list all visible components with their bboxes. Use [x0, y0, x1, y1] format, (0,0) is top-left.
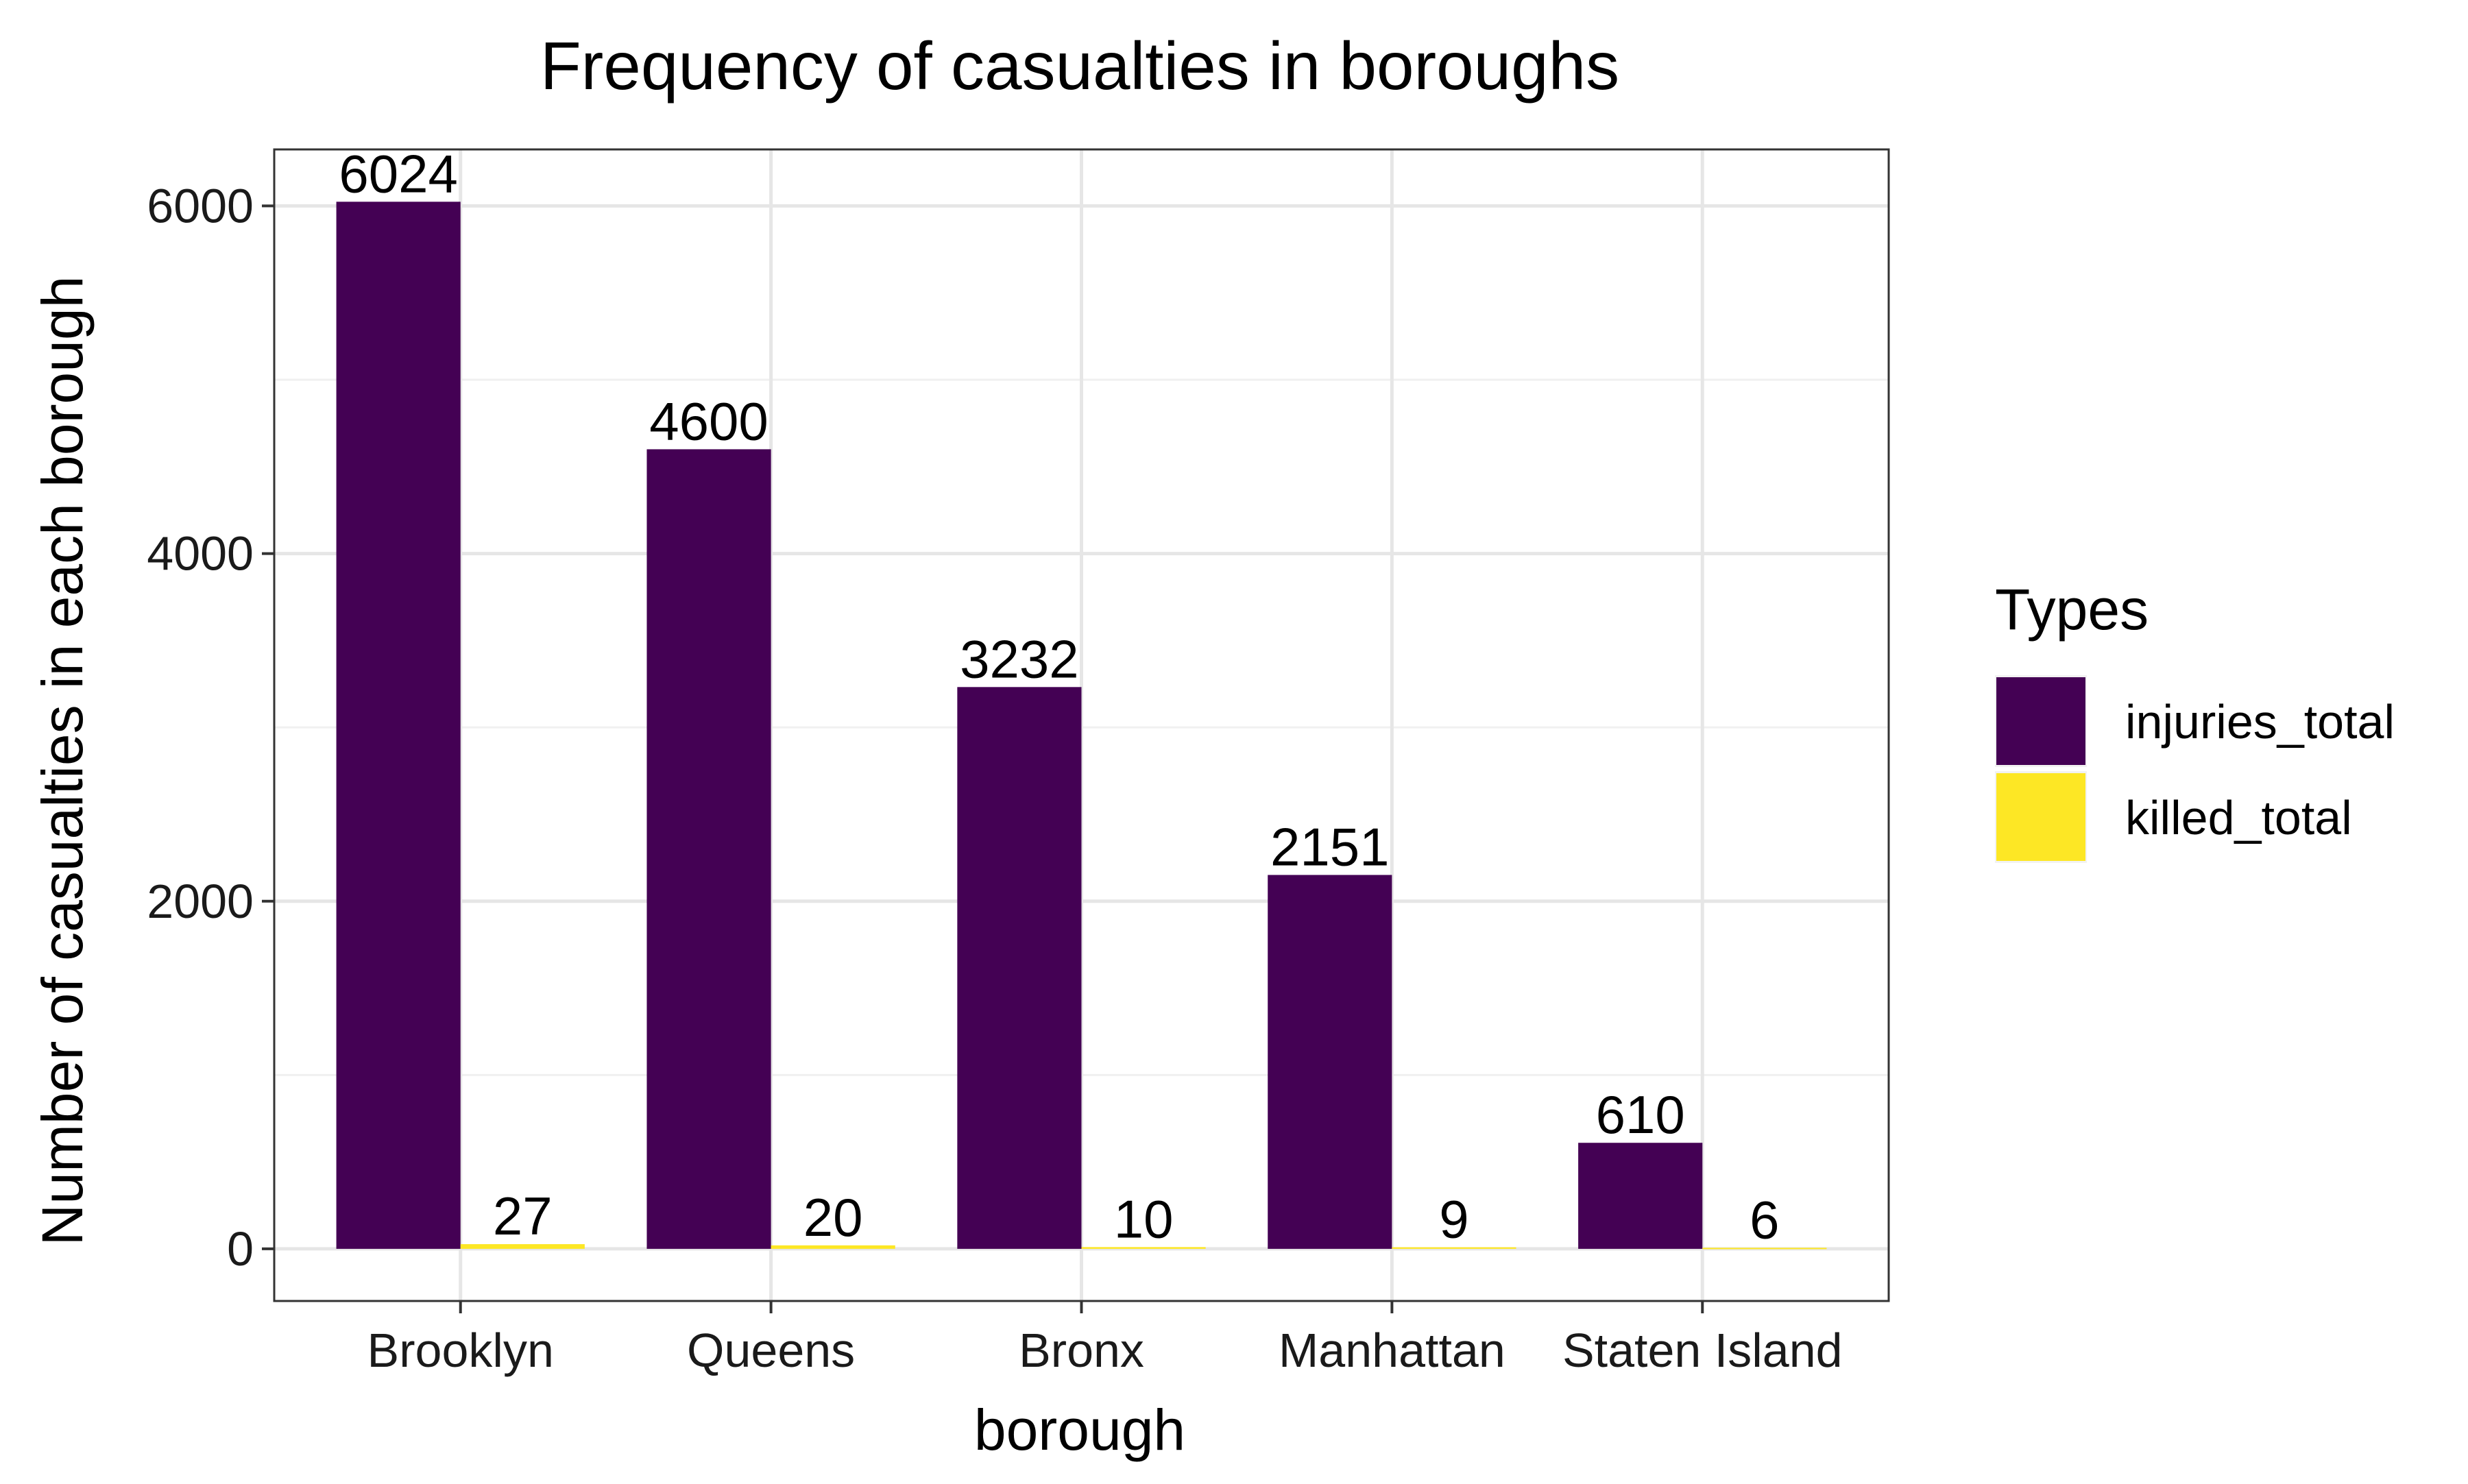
data-label-injuries_total: 2151	[1270, 816, 1390, 877]
y-tick-label: 6000	[147, 179, 254, 232]
bar-killed_total-manhattan	[1392, 1247, 1516, 1249]
data-label-killed_total: 20	[803, 1187, 863, 1248]
y-tick-label: 4000	[147, 527, 254, 581]
y-tick-label: 2000	[147, 875, 254, 928]
x-tick-label: Brooklyn	[367, 1324, 554, 1377]
bar-injuries_total-brooklyn	[336, 202, 461, 1249]
bar-injuries_total-manhattan	[1268, 875, 1392, 1249]
axes: 0 2000 4000 6000 Brooklyn Queens Bronx Manhatta…	[147, 179, 1842, 1377]
legend-swatch-injuries_total	[1996, 677, 2085, 765]
bar-killed_total-bronx	[1081, 1247, 1206, 1249]
bar-killed_total-queens	[771, 1245, 895, 1249]
bar-killed_total-brooklyn	[460, 1244, 585, 1249]
x-tick-label: Manhattan	[1279, 1324, 1505, 1377]
bar-injuries_total-staten-island	[1578, 1143, 1703, 1249]
data-label-killed_total: 6	[1750, 1189, 1779, 1250]
data-label-killed_total: 27	[493, 1186, 553, 1246]
legend-label-injuries_total: injuries_total	[2125, 695, 2395, 749]
legend: Types injuries_total killed_total	[1995, 577, 2395, 863]
legend-swatch-killed_total	[1996, 773, 2085, 861]
legend-label-killed_total: killed_total	[2125, 791, 2352, 844]
data-label-injuries_total: 4600	[649, 391, 769, 451]
bar-injuries_total-bronx	[957, 687, 1082, 1249]
data-label-injuries_total: 610	[1596, 1084, 1685, 1145]
bar-injuries_total-queens	[646, 449, 771, 1249]
data-label-injuries_total: 6024	[339, 143, 458, 204]
legend-items: injuries_total killed_total	[1995, 675, 2395, 863]
data-label-killed_total: 9	[1439, 1189, 1468, 1250]
data-label-killed_total: 10	[1114, 1189, 1174, 1249]
legend-title: Types	[1995, 577, 2149, 642]
data-label-injuries_total: 3232	[960, 629, 1079, 689]
bars	[336, 202, 1827, 1250]
y-axis-title: Number of casualties in each borough	[30, 276, 95, 1246]
x-axis-title: borough	[974, 1398, 1185, 1462]
bar-killed_total-staten-island	[1702, 1248, 1827, 1250]
data-labels: 6024 27 4600 20 3232 10 2151 9 610 6	[339, 143, 1779, 1250]
x-tick-label: Staten Island	[1562, 1324, 1843, 1377]
y-tick-label: 0	[227, 1222, 254, 1276]
chart-title: Frequency of casualties in boroughs	[540, 28, 1619, 104]
x-tick-label: Queens	[687, 1324, 855, 1377]
x-tick-label: Bronx	[1019, 1324, 1144, 1377]
